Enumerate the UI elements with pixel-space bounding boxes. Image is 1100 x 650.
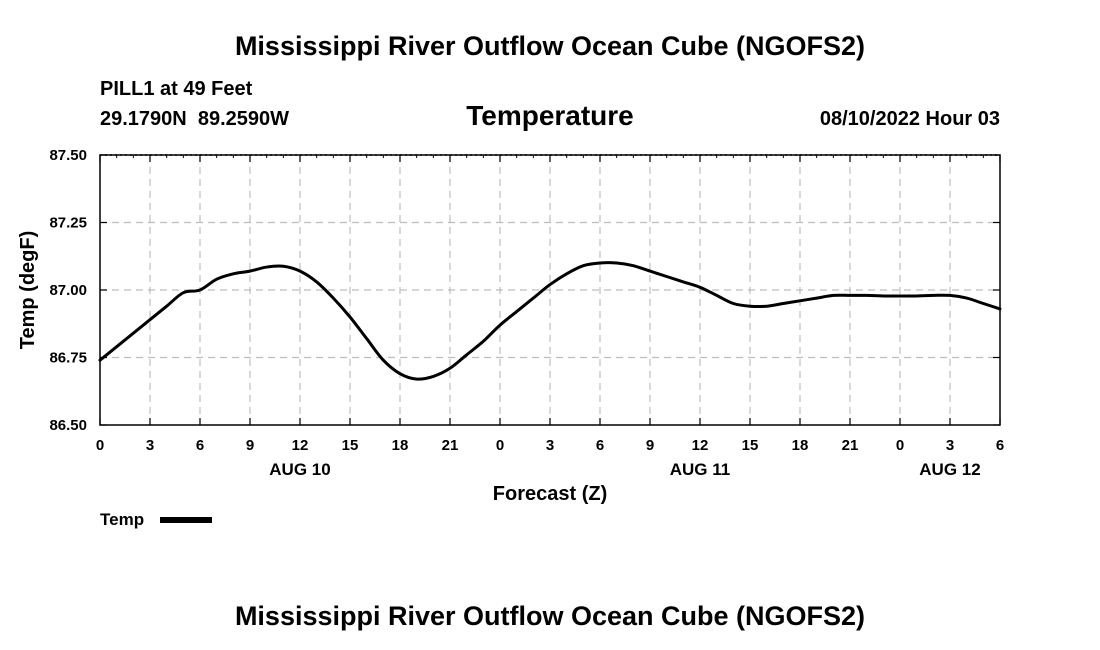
- x-tick-label: 6: [996, 437, 1004, 454]
- axis-ticks: 0 3 6 9 12 15 18 21 0 3 6 9 12 15 18 21 0 3 6 86.50 86.75 87.…: [49, 147, 1004, 479]
- x-tick-label: 0: [896, 437, 904, 454]
- x-tick-label: 21: [442, 437, 459, 454]
- x-tick-label: 15: [742, 437, 759, 454]
- x-tick-label: 3: [146, 437, 154, 454]
- y-tick-label: 87.50: [49, 147, 87, 164]
- footer-title: Mississippi River Outflow Ocean Cube (NG…: [235, 601, 865, 631]
- y-tick-label: 87.25: [49, 215, 87, 232]
- x-tick-label: 21: [842, 437, 859, 454]
- station-label: PILL1 at 49 Feet: [100, 78, 253, 100]
- timestamp-label: 08/10/2022 Hour 03: [820, 108, 1000, 130]
- legend-swatch: [160, 517, 212, 523]
- x-tick-label: 9: [246, 437, 254, 454]
- y-tick-label: 86.75: [49, 350, 87, 367]
- plot-frame: [99, 154, 1001, 426]
- x-tick-label: 0: [496, 437, 504, 454]
- series-line-temp: [98, 261, 1002, 381]
- day-label: AUG 12: [919, 460, 980, 479]
- x-tick-label: 15: [342, 437, 359, 454]
- x-tick-label: 6: [596, 437, 604, 454]
- x-tick-label: 6: [196, 437, 204, 454]
- grid-lines: [100, 154, 1000, 425]
- coordinates-label: 29.1790N 89.2590W: [100, 108, 289, 130]
- y-tick-label: 86.50: [49, 417, 87, 434]
- y-axis-label: Temp (degF): [17, 231, 39, 350]
- x-axis-label: Forecast (Z): [493, 483, 607, 505]
- x-tick-label: 18: [392, 437, 409, 454]
- x-tick-label: 9: [646, 437, 654, 454]
- legend-label: Temp: [100, 510, 144, 529]
- x-tick-label: 12: [692, 437, 709, 454]
- day-label: AUG 11: [670, 460, 730, 479]
- x-tick-label: 12: [292, 437, 309, 454]
- x-tick-label: 3: [946, 437, 954, 454]
- series-layer: [98, 261, 1002, 381]
- x-tick-label: 3: [546, 437, 554, 454]
- chart-title: Mississippi River Outflow Ocean Cube (NG…: [235, 31, 865, 61]
- legend: Temp: [100, 510, 212, 529]
- y-tick-label: 87.00: [49, 282, 87, 299]
- chart-subtitle: Temperature: [466, 100, 634, 131]
- day-label: AUG 10: [269, 460, 330, 479]
- x-tick-label: 0: [96, 437, 104, 454]
- x-tick-label: 18: [792, 437, 809, 454]
